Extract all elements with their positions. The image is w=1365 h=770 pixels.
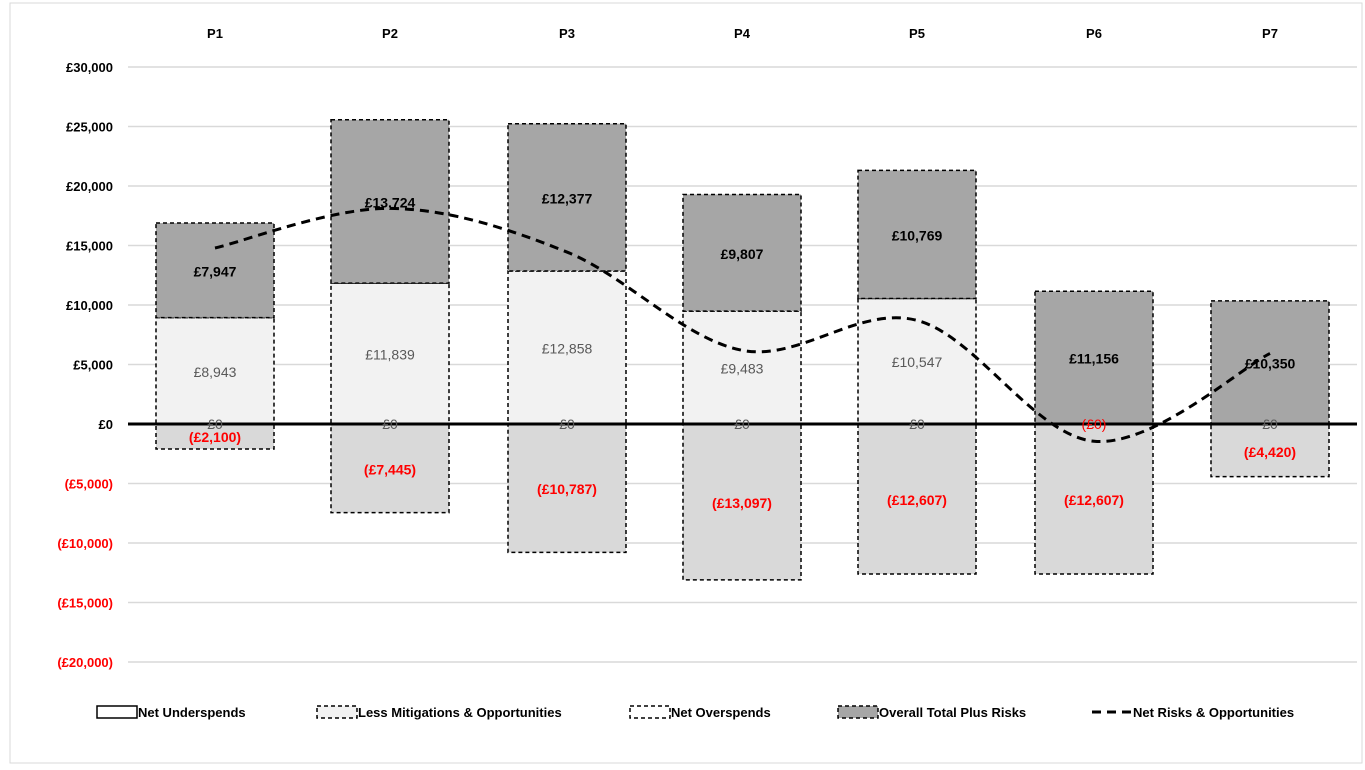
less-mitigations-bar <box>507 270 627 425</box>
y-tick-label: £15,000 <box>66 239 113 254</box>
legend: Net Underspends Less Mitigations & Opport… <box>96 705 1294 720</box>
overall-total-label: £13,724 <box>365 194 416 210</box>
legend-swatch <box>316 705 358 719</box>
legend-swatch <box>96 705 138 719</box>
net-risks-line <box>214 206 1271 443</box>
category-label: P7 <box>1262 26 1278 41</box>
net-underspends-label: £0 <box>559 416 575 432</box>
bars <box>155 119 1330 581</box>
less-mitigations-label: £10,547 <box>892 354 943 370</box>
net-overspends-label: (£2,100) <box>189 429 241 445</box>
category-label: P5 <box>909 26 925 41</box>
y-tick-label: (£15,000) <box>57 596 113 611</box>
overall-total-bar <box>1210 300 1330 425</box>
y-tick-label: (£20,000) <box>57 655 113 670</box>
overall-total-bar <box>155 222 275 319</box>
net-underspends-label: £0 <box>1262 416 1278 432</box>
net-overspends-label: (£4,420) <box>1244 444 1296 460</box>
bar-labels: £7,947£8,943£0(£2,100)£13,724£11,839£0(£… <box>189 190 1296 511</box>
overall-total-label: £9,807 <box>721 246 764 262</box>
y-tick-label: (£10,000) <box>57 536 113 551</box>
legend-swatch <box>837 705 879 719</box>
legend-label: Net Underspends <box>138 705 246 720</box>
net-overspends-label: (£10,787) <box>537 481 597 497</box>
category-labels: P1 P2 P3 P4 P5 P6 P7 <box>207 26 1278 41</box>
category-label: P6 <box>1086 26 1102 41</box>
overall-total-label: £7,947 <box>194 263 237 279</box>
overall-total-label: £11,156 <box>1069 351 1119 367</box>
y-tick-label: £30,000 <box>66 60 113 75</box>
overall-total-bar <box>330 119 450 284</box>
less-mitigations-bar <box>330 282 450 425</box>
net-overspends-label: (£7,445) <box>364 461 416 477</box>
category-label: P4 <box>734 26 751 41</box>
less-mitigations-label: £12,858 <box>542 340 593 356</box>
legend-label: Overall Total Plus Risks <box>879 705 1026 720</box>
net-underspends-label: £0 <box>909 416 925 432</box>
net-overspends-bar <box>857 423 977 575</box>
y-tick-label: £10,000 <box>66 298 113 313</box>
legend-label: Net Overspends <box>671 705 771 720</box>
extra-label: (£0) <box>1082 416 1107 432</box>
net-overspends-label: (£12,607) <box>887 492 947 508</box>
net-risks-line-path <box>214 206 1271 443</box>
overall-total-label: £10,350 <box>1245 355 1296 371</box>
legend-label: Less Mitigations & Opportunities <box>358 705 562 720</box>
overall-total-label: £10,769 <box>892 227 943 243</box>
overall-total-bar <box>857 169 977 300</box>
category-label: P2 <box>382 26 398 41</box>
net-overspends-bar <box>682 423 802 581</box>
y-tick-label: (£5,000) <box>65 477 113 492</box>
y-tick-label: £25,000 <box>66 120 113 135</box>
y-tick-label: £20,000 <box>66 179 113 194</box>
less-mitigations-label: £9,483 <box>721 361 764 377</box>
net-overspends-label: (£13,097) <box>712 495 772 511</box>
net-underspends-label: £0 <box>382 416 398 432</box>
overall-total-bar <box>1034 290 1154 425</box>
net-overspends-label: (£12,607) <box>1064 492 1124 508</box>
y-tick-label: £0 <box>99 417 113 432</box>
net-underspends-label: £0 <box>207 416 223 432</box>
less-mitigations-label: £8,943 <box>194 364 237 380</box>
y-axis-ticks: £30,000 £25,000 £20,000 £15,000 £10,000 £5,00… <box>57 60 113 670</box>
overall-total-label: £12,377 <box>542 190 593 206</box>
category-label: P1 <box>207 26 223 41</box>
less-mitigations-label: £11,839 <box>365 347 415 363</box>
net-underspends-label: £0 <box>734 416 750 432</box>
net-overspends-bar <box>507 423 627 554</box>
overall-total-bar <box>682 193 802 312</box>
legend-swatch <box>629 705 671 719</box>
less-mitigations-bar <box>155 316 275 425</box>
overall-total-bar <box>507 122 627 272</box>
y-tick-label: £5,000 <box>73 358 113 373</box>
category-label: P3 <box>559 26 575 41</box>
legend-label: Net Risks & Opportunities <box>1133 705 1294 720</box>
